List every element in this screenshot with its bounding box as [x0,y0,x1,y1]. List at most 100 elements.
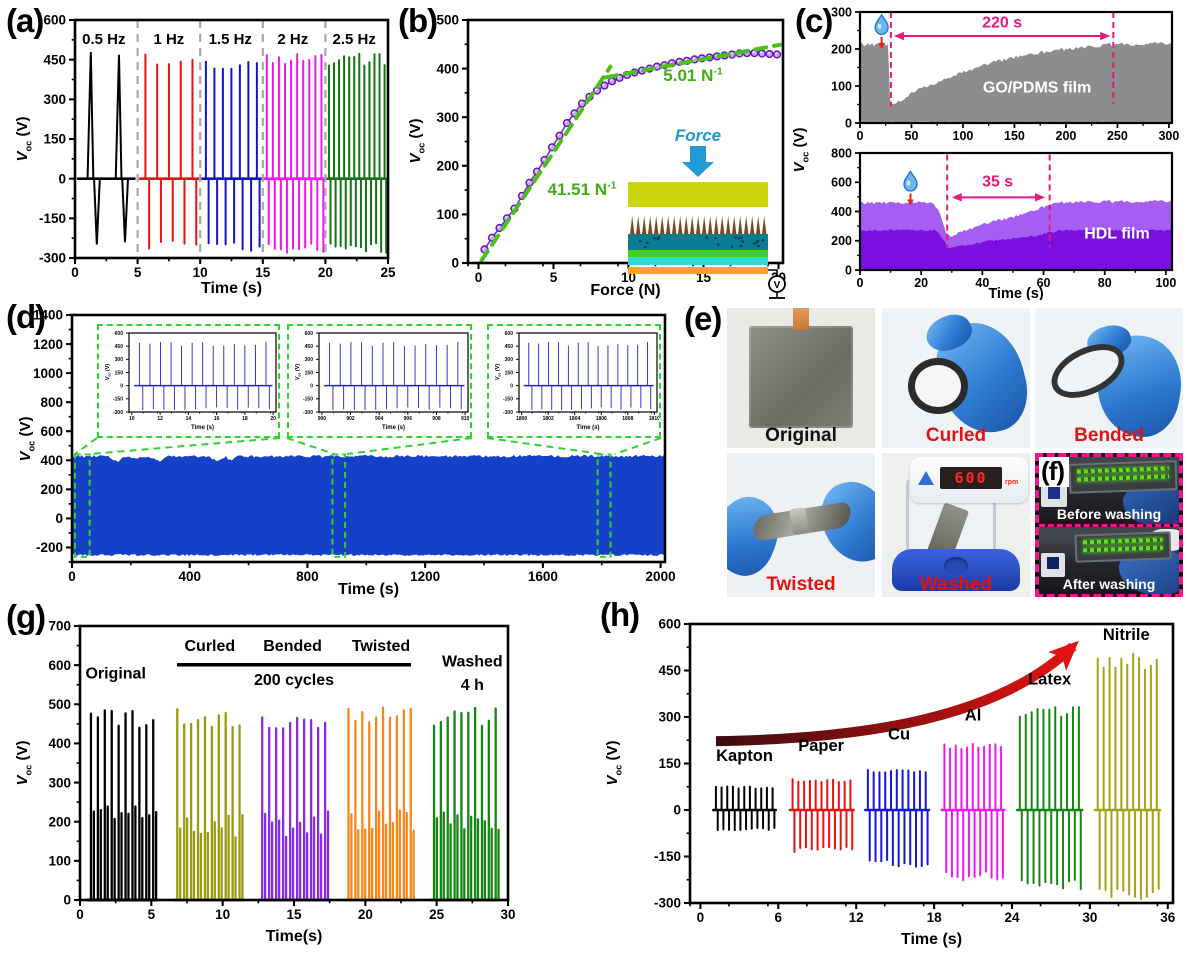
panel-f: Before washing After washing (f) [1035,453,1183,597]
panel-label-a: (a) [6,2,44,39]
y-tick-label: 0 [673,803,681,818]
y-tick-label: -150 [39,211,66,226]
spike-burst [1093,652,1162,901]
x-tick-label: 1200 [410,569,440,584]
spike-burst [940,742,1006,882]
x-tick-label: 0 [697,910,705,925]
y-tick-label: 200 [831,42,852,56]
y-tick-label: 600 [831,176,852,190]
led-text-row [1082,537,1163,545]
callout-connector-line [346,437,473,455]
x-tick-label: 1804 [569,416,580,422]
go-fleck [705,236,708,239]
y-tick-label: -150 [654,849,681,864]
y-tick-label: 0 [451,256,459,271]
x-tick-label: 60 [1037,276,1051,290]
data-point-highlight [527,180,530,183]
micro-spike [762,216,767,234]
panel-d-inset-2: 900 902 904 906 908 910 -300 -150 0 150 300 450 600 T… [287,324,472,438]
panel-label-e: (e) [684,300,722,337]
annotation: 1.5 Hz [209,31,252,48]
annotation: 5.01 N-1 [663,65,723,84]
x-tick-label: 0 [475,270,483,285]
x-tick-label: 100 [953,129,974,143]
go-fleck [740,236,743,239]
x-tick-label: 5 [148,907,156,922]
spike-burst [712,785,777,832]
panel-label-b: (b) [398,2,438,39]
force-arrow-icon [682,146,714,177]
teng-device-core [1048,487,1060,499]
led-text-row [1083,545,1164,553]
y-tick-label: -150 [503,397,513,403]
panel-f-divider [1039,524,1179,527]
y-tick-label: 100 [831,79,852,93]
x-tick-label: 36 [1160,910,1176,925]
x-tick-label: 18 [927,910,943,925]
panel-d-inset-2-chart: 900 902 904 906 908 910 -300 -150 0 150 300 450 600 T… [295,331,470,431]
y-tick-label: -150 [113,397,123,403]
panel-d-inset-1: 10 12 14 16 18 20 -300 -150 0 150 300 450 600 Time (s… [97,324,280,438]
micro-spike [630,216,635,234]
y-tick-label: 450 [305,344,314,350]
go-fleck [752,242,756,245]
data-point-highlight [482,247,485,250]
x-tick-label: 0 [857,129,864,143]
y-tick-label: 600 [115,331,124,337]
rpm-display: 600 [940,467,1002,489]
wire [768,269,778,276]
go-fleck [741,240,744,243]
spike-burst [76,52,136,245]
x-tick-label: 25 [429,907,445,922]
x-axis-label: Time(s) [266,928,323,945]
y-tick-label: 0 [120,383,123,389]
y-tick-label: 400 [40,453,63,468]
photo-caption-washed: Washed [919,574,993,595]
data-point-highlight [490,235,492,238]
callout-box [596,453,612,558]
micro-spike [744,216,749,234]
signal-band [860,42,1172,124]
x-tick-label: 0 [76,907,84,922]
annotation: 220 s [982,15,1022,32]
x-tick-label: 906 [404,416,413,422]
data-point-highlight [595,88,597,91]
substrate-layer [628,257,768,265]
photo-caption-curled: Curled [925,425,987,446]
callout-connector-line [486,437,602,455]
data-point [607,77,617,86]
curled-film-ring [908,358,968,414]
annotation: Bended [263,638,322,655]
teng-device-core [1047,557,1059,569]
annotation: 41.51 N-1 [548,180,617,199]
data-point [577,99,587,108]
callout-connector-line [74,437,98,455]
data-point-highlight [512,206,515,209]
go-fleck [644,246,647,249]
y-tick-label: 300 [305,357,314,363]
panel-d-inset-3: 1800 1802 1804 1806 1808 1810 -300 -150 0 150 300 4… [487,324,661,438]
x-tick-label: 1806 [596,416,607,422]
y-tick-label: 450 [43,52,66,67]
micro-spike [678,216,683,234]
go-fleck [656,237,660,240]
go-pdms-layer [628,234,768,250]
x-tick-label: 1600 [528,569,558,584]
y-tick-label: -300 [113,410,123,416]
micro-spike [642,216,647,234]
micro-spike [660,216,665,234]
x-tick-label: 30 [1082,910,1097,925]
spike-burst [86,709,159,902]
y-tick-label: 100 [48,854,71,869]
x-tick-label: 904 [375,416,384,422]
y-tick-label: 300 [48,775,71,790]
x-tick-label: 20 [358,907,373,922]
x-tick-label: 20 [270,416,276,422]
x-tick-label: 14 [186,416,192,422]
x-tick-label: 16 [214,416,220,422]
y-tick-label: 0 [310,383,313,389]
y-axis-label: Voc (V) [14,740,34,785]
callout-box [73,453,91,558]
y-tick-label: 150 [43,132,66,147]
copper-tape-tab [793,308,809,330]
